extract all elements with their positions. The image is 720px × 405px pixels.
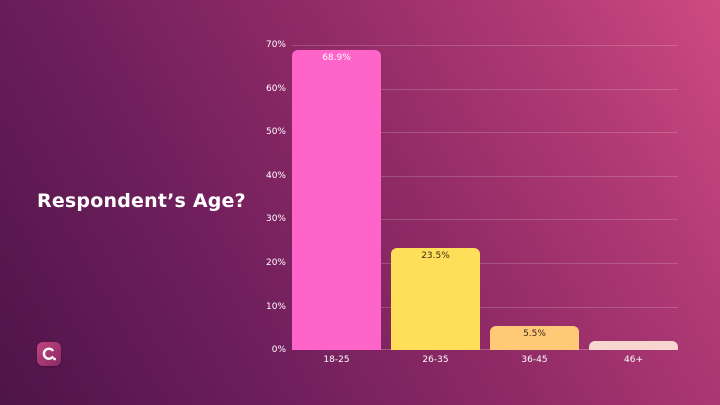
y-tick-30: 30% xyxy=(265,214,286,224)
bar-26-35: 23.5% xyxy=(391,248,480,350)
brand-logo xyxy=(37,342,61,366)
bar-value-label: 23.5% xyxy=(421,251,450,261)
bar-46-plus xyxy=(589,341,678,350)
gridline-10 xyxy=(292,307,678,308)
y-tick-40: 40% xyxy=(265,171,286,181)
gridline-40 xyxy=(292,176,678,177)
x-axis-baseline xyxy=(292,349,678,350)
bar-36-45: 5.5% xyxy=(490,326,579,350)
gridline-60 xyxy=(292,89,678,90)
x-tick-18-25: 18-25 xyxy=(323,355,350,365)
chart-title: Respondent’s Age? xyxy=(37,190,246,212)
x-tick-26-35: 26-35 xyxy=(422,355,449,365)
bar-18-25: 68.9% xyxy=(292,50,381,350)
gridline-70 xyxy=(292,45,678,46)
c-logo-icon xyxy=(42,347,56,361)
y-tick-60: 60% xyxy=(265,84,286,94)
y-tick-10: 10% xyxy=(265,302,286,312)
bar-value-label: 5.5% xyxy=(523,329,546,339)
x-tick-36-45: 36-45 xyxy=(521,355,548,365)
y-tick-0: 0% xyxy=(271,345,286,355)
plot-area: 68.9% 23.5% 5.5% xyxy=(292,45,678,350)
bar-value-label: 68.9% xyxy=(322,53,351,63)
gridline-30 xyxy=(292,219,678,220)
gridline-20 xyxy=(292,263,678,264)
y-tick-50: 50% xyxy=(265,127,286,137)
y-tick-70: 70% xyxy=(265,40,286,50)
gridline-50 xyxy=(292,132,678,133)
y-tick-20: 20% xyxy=(265,258,286,268)
x-tick-46-plus: 46+ xyxy=(624,355,643,365)
